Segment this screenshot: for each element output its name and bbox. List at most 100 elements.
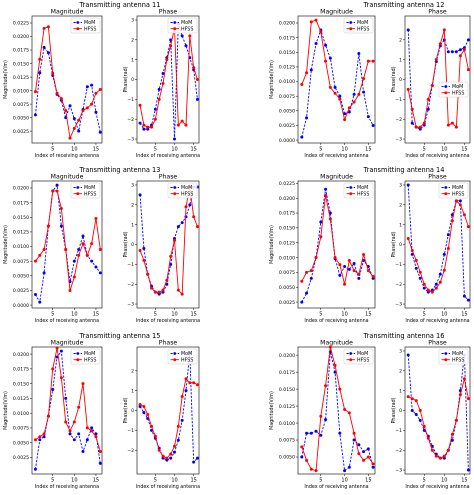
data-point — [357, 443, 361, 447]
data-point — [165, 456, 169, 460]
y-axis-label: Magnitude(V/m) — [269, 391, 275, 430]
subplot-title: Magnitude — [320, 9, 353, 16]
y-tick-label: 1 — [131, 57, 134, 63]
data-point — [157, 290, 161, 294]
data-point — [324, 384, 328, 388]
data-point — [324, 43, 328, 47]
y-tick-label: 0.0100 — [13, 244, 29, 250]
data-point — [343, 407, 347, 411]
data-point — [357, 92, 361, 96]
y-tick-label: −1 — [395, 262, 402, 268]
series-hfss — [33, 346, 102, 454]
data-point — [466, 38, 470, 42]
data-point — [195, 78, 199, 81]
legend-label: MoM — [452, 84, 463, 90]
legend-marker — [349, 27, 353, 31]
data-point — [366, 269, 370, 273]
y-tick-label: 0.0000 — [279, 138, 295, 144]
data-point — [195, 97, 199, 101]
series-mom — [138, 185, 199, 296]
data-point — [454, 418, 458, 422]
y-axis-label: Phase(rad) — [391, 397, 397, 423]
x-tick-label: 15 — [190, 147, 196, 153]
data-point — [362, 458, 366, 462]
phase-panel: Phase 5 10 15 −3 −2 −1 0 1 2 3 Index of receiving a… — [391, 340, 471, 490]
subplot-title: Phase — [428, 174, 447, 181]
y-tick-label: 0 — [399, 77, 402, 83]
data-point — [161, 81, 165, 85]
data-point — [406, 183, 410, 187]
data-point — [176, 225, 180, 229]
data-point — [55, 183, 59, 187]
data-point — [94, 432, 98, 436]
data-point — [142, 410, 146, 414]
data-point — [418, 276, 422, 280]
y-axis-label: Magnitude(V/m) — [3, 391, 9, 430]
data-point — [138, 403, 142, 407]
data-point — [426, 97, 430, 101]
data-point — [176, 288, 180, 292]
data-point — [434, 282, 438, 286]
y-tick-label: 0.0200 — [279, 196, 295, 202]
data-point — [414, 412, 418, 416]
data-point — [165, 278, 169, 282]
data-point — [352, 269, 356, 273]
legend-label: HFSS — [84, 26, 96, 32]
series-line — [35, 26, 101, 140]
data-point — [305, 116, 309, 120]
legend-marker — [349, 21, 353, 24]
y-tick-label: 0.0050 — [13, 274, 29, 280]
data-point — [173, 137, 177, 141]
data-point — [343, 118, 347, 122]
data-point — [319, 433, 323, 437]
data-point — [68, 429, 72, 433]
data-point — [77, 118, 81, 122]
data-point — [300, 455, 304, 459]
x-axis-label: Index of receiving antenna — [35, 484, 99, 490]
plot-frame — [31, 180, 103, 309]
data-point — [33, 438, 37, 442]
y-tick-label: 0.0200 — [13, 352, 29, 358]
legend-marker — [444, 358, 448, 362]
data-point — [343, 264, 347, 268]
series-line — [139, 352, 198, 464]
y-tick-label: −2 — [395, 117, 402, 123]
x-tick-label: 5 — [51, 478, 54, 484]
legend-marker — [76, 27, 80, 31]
data-point — [426, 288, 430, 292]
x-tick-label: 10 — [71, 312, 77, 318]
x-axis-label: Index of receiving antenna — [304, 153, 368, 159]
series-mom — [300, 28, 375, 139]
figure-title: Transmitting antenna 16 — [363, 332, 445, 340]
series-hfss — [33, 25, 102, 140]
plot-frame — [31, 346, 103, 475]
data-point — [410, 409, 414, 412]
data-point — [450, 121, 454, 125]
x-axis-label: Index of receiving antenna — [405, 153, 469, 159]
data-point — [85, 438, 89, 442]
y-tick-label: −2 — [127, 282, 134, 288]
data-point — [72, 117, 76, 121]
data-point — [305, 270, 309, 274]
data-point — [466, 468, 470, 472]
data-point — [153, 117, 157, 121]
data-point — [371, 462, 375, 466]
y-tick-label: −1 — [395, 428, 402, 434]
series-hfss — [406, 199, 470, 294]
legend-marker — [173, 27, 177, 31]
data-point — [314, 256, 318, 260]
series-mom — [406, 28, 470, 131]
data-point — [165, 282, 169, 286]
series-line — [301, 351, 374, 472]
data-point — [81, 242, 85, 246]
plot-frame — [297, 346, 376, 475]
data-point — [343, 469, 347, 473]
data-point — [77, 129, 81, 133]
magnitude-panel: Magnitude 5 10 15 0.0025 0.0050 0.0075 0.0100 0.… — [3, 340, 103, 490]
data-point — [195, 456, 199, 460]
data-point — [42, 45, 46, 49]
x-axis-label: Index of receiving antenna — [136, 318, 200, 324]
